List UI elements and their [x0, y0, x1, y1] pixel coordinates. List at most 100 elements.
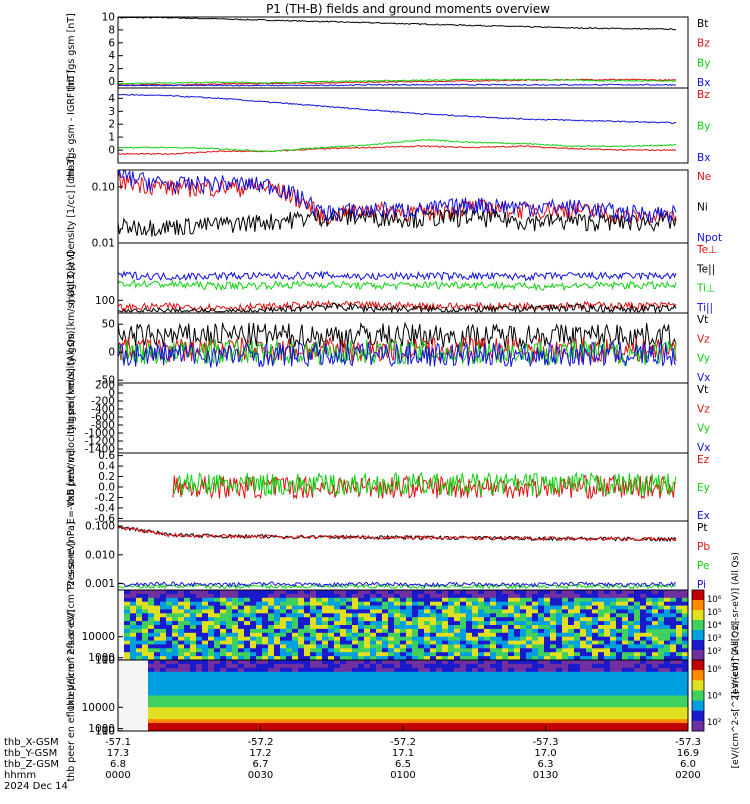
spectrogram-cell — [640, 715, 647, 720]
spectrogram-cell — [154, 711, 161, 716]
spectrogram-cell — [376, 675, 383, 681]
spectrogram-cell — [634, 671, 641, 677]
spectrogram-cell — [202, 625, 209, 630]
spectrogram-cell — [418, 703, 425, 708]
spectrogram-cell — [364, 691, 371, 696]
spectrogram-cell — [382, 656, 389, 661]
spectrogram-cell — [388, 628, 395, 634]
spectrogram-cell — [196, 601, 203, 606]
spectrogram-cell — [526, 683, 533, 688]
spectrogram-cell — [634, 683, 641, 688]
spectrogram-cell — [442, 597, 449, 603]
spectrogram-cell — [118, 640, 125, 645]
spectrogram-cell — [520, 703, 527, 708]
spectrogram-cell — [178, 707, 185, 712]
spectrogram-cell — [520, 707, 527, 712]
spectrogram-cell — [346, 695, 353, 700]
spectrogram-cell — [154, 679, 161, 684]
spectrogram-cell — [436, 675, 443, 681]
spectrogram-cell — [574, 671, 581, 677]
spectrogram-cell — [406, 660, 413, 665]
series-line-Pi — [117, 581, 677, 588]
spectrogram-cell — [652, 699, 659, 704]
spectrogram-cell — [334, 605, 341, 610]
spectrogram-cell — [358, 632, 365, 638]
spectrogram-cell — [478, 660, 485, 665]
spectrogram-cell — [592, 687, 599, 692]
spectrogram-cell — [304, 628, 311, 634]
spectrogram-cell — [184, 656, 191, 661]
spectrogram-cell — [550, 675, 557, 681]
series-line-Ey — [172, 471, 677, 497]
spectrogram-cell — [610, 675, 617, 681]
spectrogram-cell — [166, 723, 173, 728]
spectrogram-cell — [370, 660, 377, 665]
spectrogram-cell — [244, 663, 251, 669]
spectrogram-cell — [124, 628, 131, 634]
spectrogram-cell — [490, 628, 497, 634]
spectrogram-cell — [592, 675, 599, 681]
spectrogram-cell — [556, 609, 563, 614]
spectrogram-cell — [394, 652, 401, 657]
spectrogram-cell — [358, 656, 365, 661]
spectrogram-cell — [478, 663, 485, 669]
spectrogram-cell — [118, 590, 125, 595]
spectrogram-cell — [370, 613, 377, 618]
spectrogram-cell — [664, 695, 671, 700]
spectrogram-cell — [262, 691, 269, 696]
spectrogram-cell — [388, 613, 395, 618]
spectrogram-cell — [280, 601, 287, 606]
spectrogram-cell — [418, 640, 425, 645]
spectrogram-cell — [316, 707, 323, 712]
spectrogram-cell — [370, 683, 377, 688]
spectrogram-cell — [430, 660, 437, 665]
spectrogram-cell — [640, 625, 647, 630]
spectrogram-cell — [538, 644, 545, 649]
spectrogram-cell — [430, 699, 437, 704]
spectrogram-cell — [682, 597, 689, 603]
spectrogram-cell — [652, 640, 659, 645]
spectrogram-cell — [400, 597, 407, 603]
spectrogram-cell — [466, 613, 473, 618]
spectrogram-cell — [226, 636, 233, 641]
spectrogram-cell — [166, 699, 173, 704]
spectrogram-cell — [160, 656, 167, 661]
spectrogram-cell — [322, 687, 329, 692]
spectrogram-cell — [388, 711, 395, 716]
spectrogram-cell — [274, 691, 281, 696]
spectrogram-cell — [640, 703, 647, 708]
spectrogram-cell — [382, 707, 389, 712]
spectrogram-cell — [268, 628, 275, 634]
spectrogram-cell — [148, 675, 155, 681]
spectrogram-cell — [616, 695, 623, 700]
spectrogram-cell — [472, 617, 479, 622]
spectrogram-cell — [136, 617, 143, 622]
spectrogram-cell — [172, 605, 179, 610]
spectrogram-cell — [640, 679, 647, 684]
spectrogram-cell — [532, 683, 539, 688]
spectrogram-cell — [652, 597, 659, 603]
spectrogram-cell — [472, 719, 479, 724]
spectrogram-cell — [286, 727, 293, 732]
spectrogram-cell — [406, 656, 413, 661]
spectrogram-cell — [616, 632, 623, 638]
spectrogram-cell — [346, 601, 353, 606]
spectrogram-cell — [172, 590, 179, 595]
spectrogram-cell — [454, 660, 461, 665]
spectrogram-cell — [628, 660, 635, 665]
spectrogram-cell — [244, 699, 251, 704]
spectrogram-cell — [118, 711, 125, 716]
spectrogram-cell — [484, 590, 491, 595]
spectrogram-cell — [448, 617, 455, 622]
spectrogram-cell — [436, 667, 443, 673]
spectrogram-cell — [454, 640, 461, 645]
spectrogram-cell — [382, 727, 389, 732]
spectrogram-cell — [604, 605, 611, 610]
spectrogram-cell — [472, 679, 479, 684]
spectrogram-cell — [166, 613, 173, 618]
spectrogram-cell — [148, 628, 155, 634]
spectrogram-cell — [394, 723, 401, 728]
spectrogram-cell — [268, 660, 275, 665]
spectrogram-cell — [394, 687, 401, 692]
spectrogram-cell — [310, 628, 317, 634]
